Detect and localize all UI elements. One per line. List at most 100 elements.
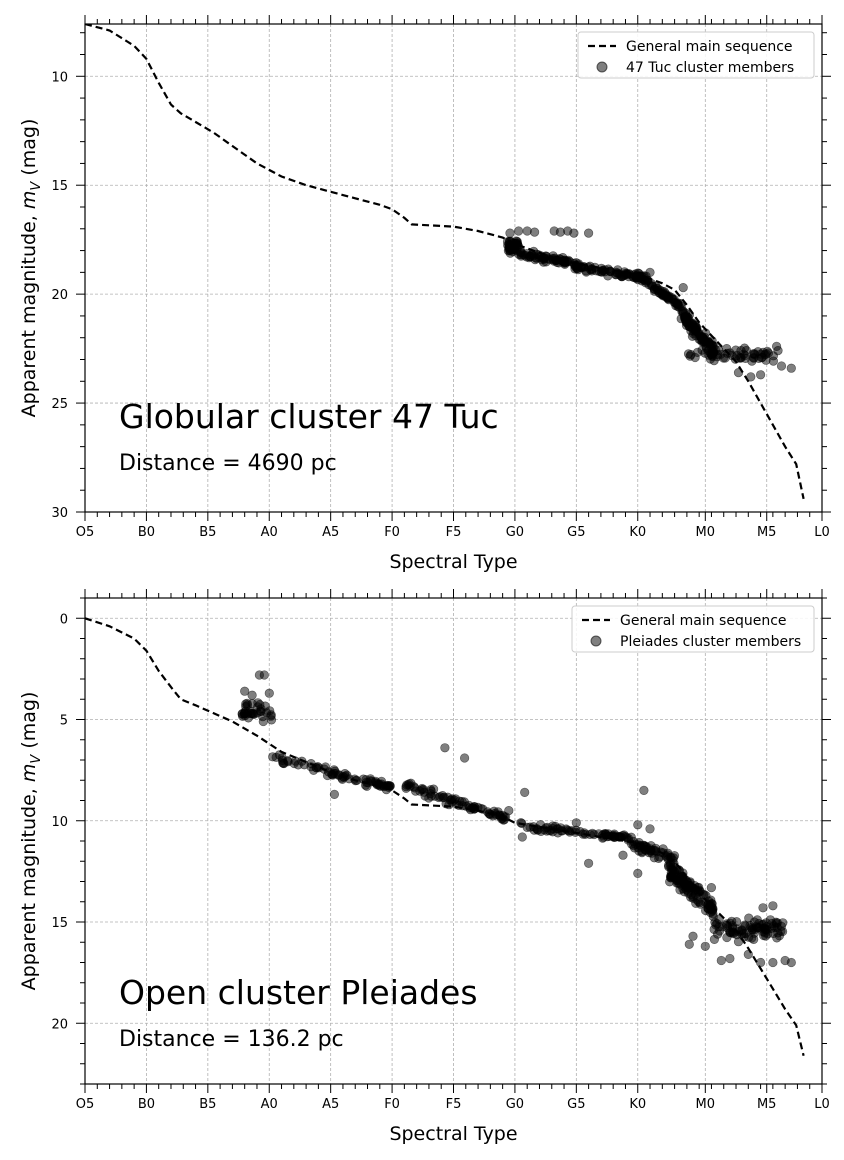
- data-point: [692, 327, 702, 337]
- plot-area: [85, 617, 805, 1056]
- x-tick-label: O5: [76, 1097, 95, 1112]
- legend-label-main-sequence: General main sequence: [626, 39, 793, 55]
- data-point: [266, 715, 277, 725]
- data-point: [786, 363, 796, 373]
- data-point: [247, 690, 257, 700]
- x-tick-label: B0: [138, 1097, 155, 1112]
- data-point: [329, 789, 340, 800]
- data-point: [678, 283, 688, 293]
- legend-marker-swatch: [590, 635, 602, 647]
- data-point: [242, 698, 252, 708]
- data-point: [503, 246, 514, 256]
- y-tick-label: 15: [51, 916, 68, 931]
- cluster-members: [502, 226, 796, 382]
- plot-area: [85, 24, 805, 500]
- panel-2: O5 B0 B5 A0 A5 F0 F5 G0 G5 K0 M0 M5 L0 0 5 10 15 20 Genera…: [18, 589, 831, 1145]
- data-point: [773, 928, 783, 938]
- data-point: [667, 293, 677, 303]
- data-point: [520, 787, 530, 798]
- x-tick-label: A5: [322, 1097, 339, 1112]
- legend-label-members: Pleiades cluster members: [620, 634, 801, 650]
- data-point: [700, 905, 711, 916]
- data-point: [583, 858, 594, 868]
- plot-frame: [84, 23, 823, 513]
- y-tick-label: 15: [51, 179, 68, 194]
- x-tick-label: O5: [76, 525, 95, 540]
- data-point: [248, 709, 258, 719]
- data-point: [683, 316, 694, 326]
- plot-frame: [84, 597, 823, 1085]
- x-tick-label: G5: [567, 525, 585, 540]
- data-point: [776, 361, 787, 371]
- y-tick-label: 20: [51, 1017, 68, 1032]
- y-tick-label: 20: [51, 288, 68, 303]
- data-point: [749, 917, 760, 927]
- data-point: [664, 862, 674, 872]
- x-tick-label: G0: [506, 525, 524, 540]
- data-point: [739, 343, 750, 353]
- x-tick-label: M0: [696, 1097, 716, 1112]
- x-tick-label: B5: [199, 1097, 216, 1112]
- legend-box: [577, 31, 815, 79]
- data-point: [731, 917, 742, 927]
- data-point: [571, 818, 581, 828]
- x-tick-label: F5: [446, 525, 462, 540]
- data-point: [725, 953, 735, 964]
- data-point: [459, 797, 469, 807]
- data-point: [569, 228, 579, 238]
- panel-1: O5 B0 B5 A0 A5 F0 F5 G0 G5 K0 M0 M5 L0 10 15 20 25 30 Gene…: [18, 15, 831, 573]
- data-point: [426, 785, 436, 795]
- legend-label-members: 47 Tuc cluster members: [626, 60, 794, 76]
- x-tick-label: B0: [138, 525, 155, 540]
- data-point: [258, 711, 268, 722]
- data-point: [527, 250, 537, 260]
- x-tick-label: K0: [629, 525, 646, 540]
- distance-label: Distance = 4690 pc: [119, 451, 337, 476]
- y-tick-label: 10: [51, 815, 68, 830]
- data-point: [583, 228, 594, 238]
- y-axis-label: Apparent magnitude, mV (mag): [18, 692, 44, 991]
- data-point: [700, 941, 710, 951]
- data-point: [758, 347, 768, 358]
- cluster-title: Open cluster Pleiades: [119, 973, 478, 1012]
- y-axis-label: Apparent magnitude, mV (mag): [18, 119, 44, 418]
- cluster-title: Globular cluster 47 Tuc: [119, 397, 499, 436]
- data-point: [279, 758, 289, 769]
- data-point: [529, 227, 540, 237]
- legend: General main sequence Pleiades cluster me…: [571, 605, 815, 653]
- data-point: [739, 929, 749, 939]
- data-point: [268, 752, 278, 762]
- main-sequence-line: [85, 617, 805, 1056]
- x-tick-label: L0: [814, 1097, 830, 1112]
- x-tick-label: G0: [506, 1097, 524, 1112]
- distance-label: Distance = 136.2 pc: [119, 1027, 344, 1052]
- x-tick-label: G5: [567, 1097, 585, 1112]
- data-point: [725, 348, 735, 358]
- data-point: [683, 349, 694, 359]
- data-point: [504, 805, 514, 816]
- legend-marker-swatch: [596, 61, 608, 73]
- data-point: [768, 901, 778, 911]
- data-point: [786, 957, 796, 968]
- y-tick-label: 10: [51, 70, 68, 85]
- legend-box: [571, 605, 815, 653]
- data-point: [240, 686, 250, 696]
- x-tick-label: A0: [261, 525, 278, 540]
- axis-ticks: [76, 15, 831, 521]
- data-point: [505, 228, 515, 238]
- data-point: [771, 341, 782, 352]
- x-tick-label: F0: [384, 525, 400, 540]
- y-tick-label: 25: [51, 397, 68, 412]
- data-point: [722, 932, 732, 943]
- data-point: [532, 824, 543, 835]
- x-tick-label: F0: [384, 1097, 400, 1112]
- x-axis-label: Spectral Type: [389, 1123, 517, 1145]
- data-point: [259, 670, 269, 680]
- y-tick-label: 30: [51, 506, 68, 521]
- data-point: [645, 267, 655, 278]
- x-tick-label: K0: [629, 1097, 646, 1112]
- x-tick-label: F5: [446, 1097, 462, 1112]
- axis-ticks: [76, 589, 831, 1093]
- legend-label-main-sequence: General main sequence: [620, 613, 787, 629]
